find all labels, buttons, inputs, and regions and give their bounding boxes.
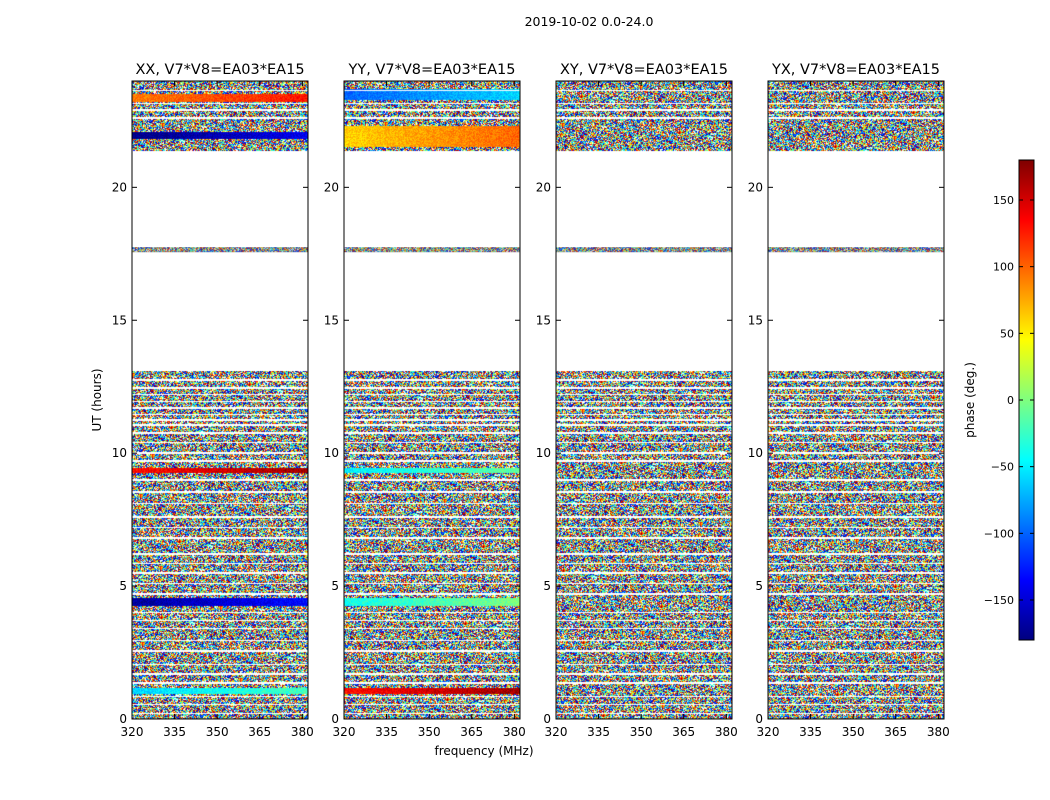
y-tick-label: 0 [331,712,339,726]
x-tick-label: 320 [757,725,780,739]
y-tick-label: 5 [331,579,339,593]
panel-title: XX, V7*V8=EA03*EA15 [135,62,304,78]
x-tick-label: 320 [333,725,356,739]
y-tick-label: 0 [543,712,551,726]
x-axis-label: frequency (MHz) [434,744,533,758]
y-tick-label: 0 [755,712,763,726]
colorbar-tick-label: 0 [1007,394,1014,407]
sparse-data-row [556,247,732,253]
y-tick-label: 20 [748,180,763,194]
flagged-time-range [132,151,308,248]
panel-title: XY, V7*V8=EA03*EA15 [560,62,728,78]
y-tick-label: 15 [324,313,339,327]
x-tick-label: 365 [884,725,907,739]
panel-title: YY, V7*V8=EA03*EA15 [348,62,516,78]
y-tick-label: 15 [748,313,763,327]
x-tick-label: 380 [503,725,526,739]
panel-0: XX, V7*V8=EA03*EA15 320 335 350 365 380 0 5 10 15… [112,62,314,739]
y-tick-label: 5 [755,579,763,593]
x-tick-label: 350 [206,725,229,739]
sparse-data-row [132,247,308,253]
y-tick-label: 10 [324,446,339,460]
plot-frame [131,80,309,720]
colorbar-tick-label: −150 [984,594,1014,607]
plot-frame [555,80,733,720]
x-tick-label: 335 [799,725,822,739]
y-tick-label: 10 [112,446,127,460]
panel-1: YY, V7*V8=EA03*EA15 320 335 350 365 380 0 5 10 15… [324,62,526,739]
y-tick-label: 20 [112,180,127,194]
x-tick-label: 335 [375,725,398,739]
flagged-time-range [768,252,944,371]
flagged-time-range [556,252,732,371]
y-tick-label: 5 [543,579,551,593]
x-tick-label: 320 [545,725,568,739]
plot-frame [343,80,521,720]
colorbar-tick-label: −100 [984,527,1014,540]
x-tick-label: 365 [460,725,483,739]
panels-group: XX, V7*V8=EA03*EA15 320 335 350 365 380 0 5 10 15… [112,62,950,739]
sparse-data-row [344,247,520,253]
sparse-data-row [768,247,944,253]
x-tick-label: 335 [587,725,610,739]
x-tick-label: 350 [842,725,865,739]
flagged-time-range [344,252,520,371]
flagged-time-range [768,151,944,248]
y-tick-label: 5 [119,579,127,593]
y-tick-label: 10 [748,446,763,460]
colorbar-tick-label: 100 [993,261,1014,274]
x-tick-label: 380 [291,725,314,739]
y-tick-label: 0 [119,712,127,726]
flagged-time-range [344,151,520,248]
panel-3: YX, V7*V8=EA03*EA15 320 335 350 365 380 0 5 10 15… [748,62,950,739]
flagged-time-range [556,151,732,248]
y-tick-label: 10 [536,446,551,460]
x-tick-label: 350 [418,725,441,739]
colorbar-tick-label: 150 [993,194,1014,207]
x-tick-label: 350 [630,725,653,739]
x-tick-label: 335 [163,725,186,739]
colorbar-tick-label: −50 [991,461,1014,474]
colorbar-label: phase (deg.) [963,362,977,438]
figure-suptitle: 2019-10-02 0.0-24.0 [524,14,654,29]
colorbar-tick-label: 50 [1000,327,1014,340]
flagged-time-range [132,252,308,371]
x-tick-label: 380 [927,725,950,739]
y-tick-label: 20 [324,180,339,194]
plot-frame [767,80,945,720]
colorbar: −150 −100 −50 0 50 100 150 [984,159,1035,641]
y-tick-label: 15 [112,313,127,327]
panel-title: YX, V7*V8=EA03*EA15 [771,62,940,78]
x-tick-label: 320 [121,725,144,739]
x-tick-label: 365 [672,725,695,739]
y-tick-label: 20 [536,180,551,194]
y-axis-label: UT (hours) [90,368,104,431]
panel-2: XY, V7*V8=EA03*EA15 320 335 350 365 380 0 5 10 15… [536,62,738,739]
x-tick-label: 380 [715,725,738,739]
x-tick-label: 365 [248,725,271,739]
y-tick-label: 15 [536,313,551,327]
